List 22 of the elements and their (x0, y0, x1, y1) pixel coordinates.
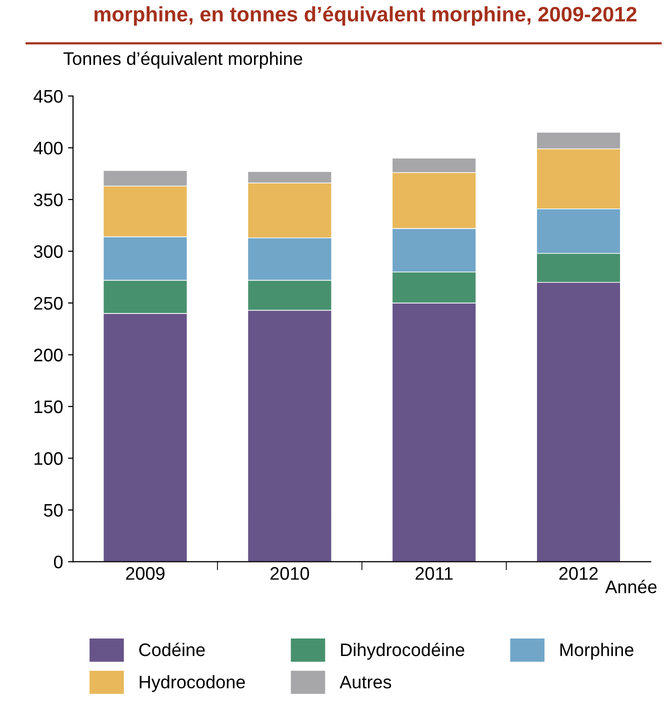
x-tick-label: 2010 (270, 567, 310, 580)
legend-label: Autres (340, 676, 392, 688)
y-tick-label: 150 (34, 400, 63, 414)
x-axis-title: Année (605, 580, 657, 594)
chart-title: morphine, en tonnes d’équivalent morphine, 2009-2012 (94, 6, 636, 26)
y-tick-label: 100 (34, 452, 63, 465)
legend-label: Dihydrocodéine (341, 642, 464, 660)
x-tick-label: 2012 (559, 567, 598, 580)
legend-label: Hydrocodone (140, 675, 245, 692)
y-tick-label: 400 (34, 142, 63, 154)
y-axis-title: Tonnes d’équivalent morphine (63, 52, 302, 69)
y-tick-label: 350 (34, 193, 63, 206)
y-tick-label: 0 (54, 556, 63, 568)
legend-label: Morphine (560, 642, 634, 660)
y-tick-label: 450 (34, 90, 63, 103)
x-tick-label: 2009 (126, 567, 164, 580)
y-tick-label: 250 (34, 296, 63, 310)
y-tick-label: 50 (44, 504, 63, 517)
x-tick-label: 2011 (416, 567, 453, 580)
legend-label: Codéine (139, 642, 205, 656)
y-tick-label: 300 (34, 245, 63, 258)
y-tick-label: 200 (34, 348, 63, 362)
